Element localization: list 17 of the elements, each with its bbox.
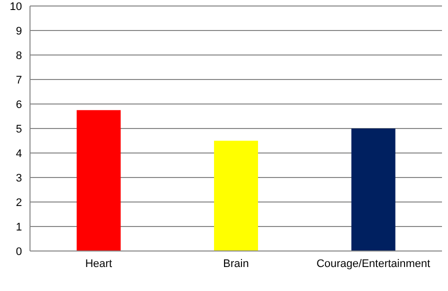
y-tick-label: 5 — [16, 123, 22, 136]
x-tick-label: Heart — [85, 258, 112, 270]
x-tick-label: Courage/Entertainment — [316, 258, 430, 270]
y-tick-label: 0 — [16, 246, 22, 258]
y-tick-label: 3 — [16, 172, 22, 184]
y-tick-label: 1 — [16, 221, 22, 234]
x-tick-label: Brain — [223, 258, 249, 270]
y-tick-label: 7 — [16, 74, 22, 86]
bar — [214, 140, 258, 251]
y-tick-label: 10 — [10, 0, 22, 13]
bar — [76, 110, 121, 251]
y-tick-label: 2 — [16, 196, 22, 209]
y-tick-label: 8 — [16, 50, 22, 62]
y-tick-label: 6 — [16, 98, 22, 111]
y-tick-label: 4 — [16, 148, 22, 160]
y-tick-label: 9 — [16, 25, 22, 38]
bar — [351, 128, 396, 251]
